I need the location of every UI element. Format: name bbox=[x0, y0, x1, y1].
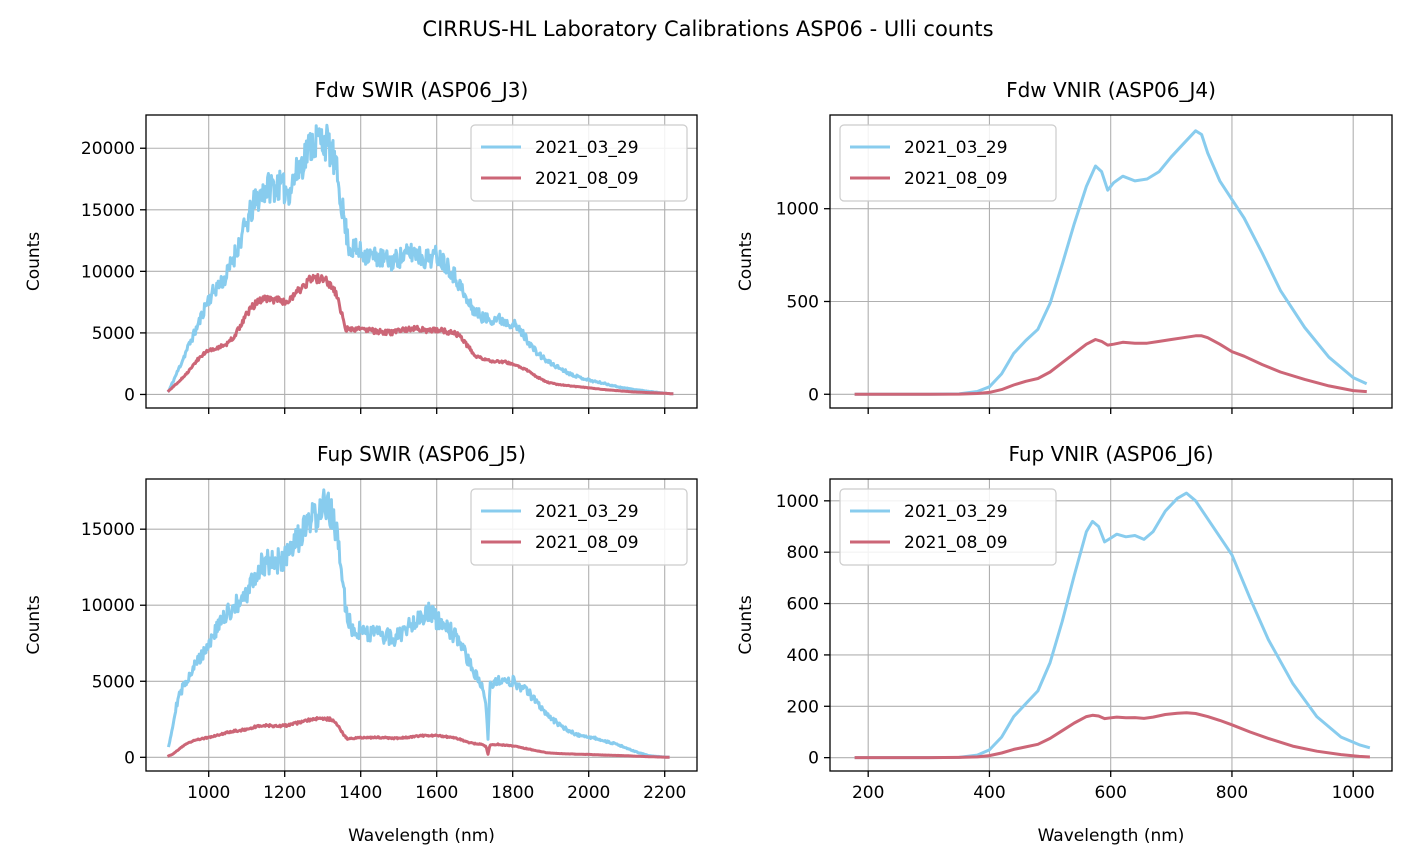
y-axis-label: Counts bbox=[736, 232, 756, 291]
x-tick-label: 1200 bbox=[263, 783, 306, 803]
y-tick-label: 0 bbox=[808, 385, 819, 405]
y-tick-label: 800 bbox=[787, 543, 819, 563]
subplot-2: 0 500 1000 Fdw VNIR (ASP06_J4) Counts 2021_03… bbox=[736, 78, 1393, 414]
legend: 2021_03_29 2021_08_09 bbox=[839, 488, 1057, 566]
legend-box bbox=[839, 124, 1057, 202]
subplot-title: Fup VNIR (ASP06_J6) bbox=[1008, 442, 1213, 466]
series-line-2021_03_29 bbox=[854, 491, 1371, 760]
x-tick-label: 600 bbox=[1094, 783, 1126, 803]
x-tick-label: 400 bbox=[973, 783, 1005, 803]
y-axis-label: Counts bbox=[24, 595, 44, 654]
y-tick-label: 0 bbox=[124, 748, 135, 768]
legend-label: 2021_03_29 bbox=[535, 502, 639, 522]
legend: 2021_03_29 2021_08_09 bbox=[470, 124, 688, 202]
legend-box bbox=[470, 488, 688, 566]
legend: 2021_03_29 2021_08_09 bbox=[839, 124, 1057, 202]
y-tick-label: 0 bbox=[808, 749, 819, 769]
legend-label: 2021_08_09 bbox=[535, 169, 639, 189]
legend-box bbox=[839, 488, 1057, 566]
series-line-2021_03_29 bbox=[166, 488, 670, 759]
legend-label: 2021_03_29 bbox=[535, 138, 639, 158]
subplot-1: 0 5000 10000 15000 20000 Fdw SWIR (ASP06_J3) C… bbox=[24, 78, 698, 414]
subplot-title: Fup SWIR (ASP06_J5) bbox=[317, 442, 526, 466]
series-group bbox=[166, 123, 674, 396]
y-tick-label: 1000 bbox=[776, 200, 819, 220]
legend-label: 2021_08_09 bbox=[535, 533, 639, 553]
y-tick-label: 500 bbox=[787, 292, 819, 312]
subplot-3: 1000 1200 1400 1600 1800 2000 2200 0 5000 10000 15… bbox=[24, 442, 698, 846]
x-tick-label: 1600 bbox=[415, 783, 458, 803]
x-tick-label: 1000 bbox=[187, 783, 230, 803]
y-tick-label: 15000 bbox=[81, 520, 135, 540]
x-tick-label: 2200 bbox=[643, 783, 686, 803]
x-tick-label: 1400 bbox=[339, 783, 382, 803]
series-line-2021_03_29 bbox=[854, 129, 1368, 396]
y-tick-label: 5000 bbox=[92, 324, 135, 344]
legend: 2021_03_29 2021_08_09 bbox=[470, 488, 688, 566]
legend-label: 2021_03_29 bbox=[904, 502, 1008, 522]
series-line-2021_03_29 bbox=[166, 123, 674, 396]
y-tick-label: 1000 bbox=[776, 492, 819, 512]
y-tick-label: 600 bbox=[787, 595, 819, 615]
y-tick-label: 0 bbox=[124, 385, 135, 405]
figure-title: CIRRUS-HL Laboratory Calibrations ASP06 … bbox=[422, 17, 993, 41]
x-tick-label: 1800 bbox=[491, 783, 534, 803]
x-axis-label: Wavelength (nm) bbox=[1038, 826, 1185, 846]
series-line-2021_08_09 bbox=[166, 273, 674, 396]
subplot-title: Fdw VNIR (ASP06_J4) bbox=[1006, 78, 1216, 102]
legend-label: 2021_03_29 bbox=[904, 138, 1008, 158]
legend-label: 2021_08_09 bbox=[904, 533, 1008, 553]
series-group bbox=[166, 488, 670, 759]
series-group bbox=[854, 129, 1368, 396]
series-group bbox=[854, 491, 1371, 760]
x-tick-label: 1000 bbox=[1332, 783, 1375, 803]
y-tick-label: 10000 bbox=[81, 596, 135, 616]
subplot-title: Fdw SWIR (ASP06_J3) bbox=[315, 78, 529, 102]
y-tick-label: 200 bbox=[787, 697, 819, 717]
y-tick-label: 10000 bbox=[81, 262, 135, 282]
series-line-2021_08_09 bbox=[166, 716, 670, 759]
x-tick-label: 200 bbox=[852, 783, 884, 803]
y-tick-label: 15000 bbox=[81, 201, 135, 221]
x-tick-label: 2000 bbox=[567, 783, 610, 803]
y-tick-label: 5000 bbox=[92, 672, 135, 692]
y-axis-label: Counts bbox=[736, 595, 756, 654]
y-tick-label: 20000 bbox=[81, 139, 135, 159]
x-axis-label: Wavelength (nm) bbox=[348, 826, 495, 846]
y-tick-label: 400 bbox=[787, 646, 819, 666]
x-tick-label: 800 bbox=[1216, 783, 1248, 803]
legend-box bbox=[470, 124, 688, 202]
legend-label: 2021_08_09 bbox=[904, 169, 1008, 189]
axes-frame bbox=[145, 114, 698, 409]
axes-frame bbox=[145, 478, 698, 772]
series-line-2021_08_09 bbox=[854, 711, 1370, 760]
y-axis-label: Counts bbox=[24, 232, 44, 291]
subplot-4: 200 400 600 800 1000 0 200 400 600 800 1000 Fup VNI… bbox=[736, 442, 1393, 846]
series-line-2021_08_09 bbox=[854, 334, 1367, 396]
